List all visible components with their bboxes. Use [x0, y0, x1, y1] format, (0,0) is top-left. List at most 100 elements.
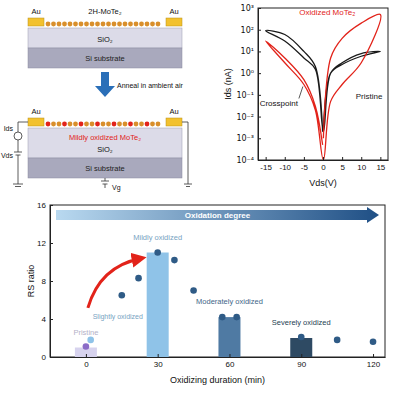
film-atom [62, 22, 67, 27]
wire [182, 122, 192, 187]
tick-label: 10² [241, 26, 254, 35]
tick-mark [86, 354, 87, 357]
process-arrow [95, 72, 115, 97]
tick-label: -10 [279, 163, 291, 172]
tick: 10⁻³ [236, 134, 261, 143]
tick-label: 0 [84, 360, 89, 369]
data-point [219, 314, 226, 321]
tick-label: 10⁻⁴ [236, 156, 254, 165]
electrode-label: Au [31, 7, 40, 16]
tick: 0 [84, 354, 89, 369]
tick-label: 10⁻¹ [236, 91, 254, 100]
tick: 5 [340, 157, 345, 172]
annotation: Crosspoint [260, 99, 299, 108]
tick-label: 0 [42, 353, 47, 362]
bar [147, 253, 169, 358]
film-atom [123, 122, 128, 127]
film-atom [139, 122, 144, 127]
tick-label: -15 [260, 163, 272, 172]
tick-mark [342, 157, 343, 160]
substrate-label: Si substrate [85, 54, 125, 63]
film-atom [57, 22, 62, 27]
ammeter [14, 132, 22, 140]
process-label: Anneal in ambient air [117, 82, 183, 89]
film-atom [79, 22, 84, 27]
data-point [370, 339, 377, 346]
tick-mark [258, 95, 261, 96]
tick-mark [229, 354, 230, 357]
x-axis-title: Oxidizing duration (min) [170, 375, 265, 385]
schematic: AuAu2H-MoTe₂SiO₂Si substrateAuAuMildly o… [1, 7, 192, 192]
data-point [83, 343, 90, 350]
data-line [266, 14, 381, 160]
dielectric-label: SiO₂ [97, 35, 113, 44]
data-point [135, 275, 142, 282]
film-label: Mildly oxidized MoTe₂ [69, 133, 141, 142]
data-point [298, 334, 305, 341]
substrate-layer [28, 48, 182, 68]
bar-label: Severely oxidized [272, 318, 331, 327]
tick: -10 [279, 157, 291, 172]
wire [18, 122, 28, 132]
tick-mark [361, 157, 362, 160]
banner-arrow [56, 207, 379, 223]
wire [13, 140, 23, 187]
film-atom [145, 122, 150, 127]
plot-area [75, 249, 376, 357]
bar-label: Moderately oxidized [196, 297, 263, 306]
substrate-label: Si substrate [85, 164, 125, 173]
film-atom [46, 22, 51, 27]
film-atom [90, 122, 95, 127]
tick: 10 [357, 157, 366, 172]
tick: 15 [376, 157, 385, 172]
tick-mark [258, 51, 261, 52]
data-line [266, 30, 381, 131]
bar [218, 317, 240, 357]
tick: 0 [321, 157, 326, 172]
data-point [190, 287, 197, 294]
bar-label: Mildly oxidized [133, 233, 182, 242]
plot-frame [50, 205, 385, 357]
film-atom [68, 122, 73, 127]
tick-label: 10¹ [241, 47, 254, 56]
film-atom [106, 22, 111, 27]
film-atom [73, 122, 78, 127]
data-point [233, 314, 240, 321]
tick-label: 120 [367, 360, 381, 369]
tick-label: 4 [42, 315, 47, 324]
tick-label: 10⁻³ [236, 134, 254, 143]
tick-mark [258, 73, 261, 74]
x-axis-title: Vds(V) [309, 178, 337, 188]
film-atom [73, 22, 78, 27]
annotation: Slightly oxidized [93, 313, 143, 321]
tick-mark [258, 117, 261, 118]
plot-area [266, 14, 381, 160]
film-atom [95, 122, 100, 127]
tick-mark [258, 138, 261, 139]
tick-mark [258, 8, 261, 9]
chart: 03060901200481216Oxidizing duration (min… [26, 201, 386, 385]
tick: 10³ [241, 4, 261, 13]
film-atom [117, 22, 122, 27]
tick-label: 12 [37, 239, 46, 248]
y-axis: 10⁻⁴10⁻³10⁻²10⁻¹10⁰10¹10²10³ [236, 4, 261, 165]
tick-label: -5 [301, 163, 309, 172]
tick: 120 [367, 354, 381, 369]
tick: -5 [301, 157, 309, 172]
tick-label: 10⁻² [236, 113, 254, 122]
film-atom [57, 122, 62, 127]
film-atom [106, 122, 111, 127]
trend-arrow [88, 259, 141, 308]
tick-label: 5 [340, 163, 345, 172]
bar-label: Pristine [73, 328, 98, 337]
data-point [171, 257, 178, 264]
axis-line [51, 357, 386, 358]
data-point [118, 292, 125, 299]
film-atom [139, 22, 144, 27]
film-atom [156, 22, 161, 27]
electrode [28, 118, 44, 126]
tick: 8 [42, 277, 53, 286]
tick-mark [285, 157, 286, 160]
axis-line [259, 160, 389, 161]
x-axis: 0306090120 [51, 354, 386, 369]
